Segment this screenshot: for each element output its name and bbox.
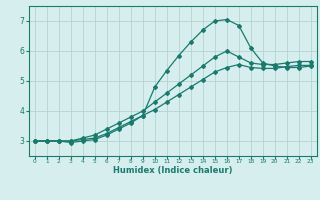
X-axis label: Humidex (Indice chaleur): Humidex (Indice chaleur) [113, 166, 233, 175]
